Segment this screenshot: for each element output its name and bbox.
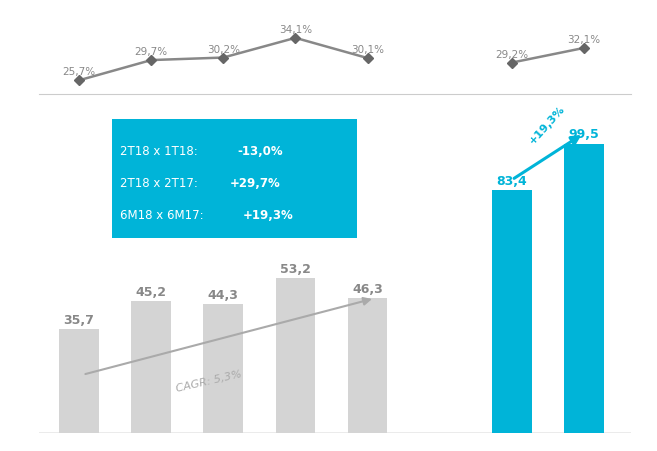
Bar xyxy=(204,304,243,433)
Text: 34,1%: 34,1% xyxy=(279,25,312,35)
Text: 83,4: 83,4 xyxy=(497,175,527,188)
Bar xyxy=(564,144,604,433)
Text: 44,3: 44,3 xyxy=(208,288,238,301)
Text: CAGR: 5,3%: CAGR: 5,3% xyxy=(175,368,243,393)
Bar xyxy=(275,279,315,433)
Text: 2T18 x 1T18:: 2T18 x 1T18: xyxy=(120,145,206,158)
Text: -13,0%: -13,0% xyxy=(237,145,283,158)
FancyBboxPatch shape xyxy=(112,120,357,239)
Text: +19,3%: +19,3% xyxy=(243,209,294,222)
Text: 45,2: 45,2 xyxy=(136,285,167,298)
Text: 25,7%: 25,7% xyxy=(62,67,96,77)
Text: 32,1%: 32,1% xyxy=(567,35,600,45)
Bar xyxy=(59,329,99,433)
Text: +29,7%: +29,7% xyxy=(230,177,281,190)
Text: +19,3%: +19,3% xyxy=(528,103,567,146)
Text: 99,5: 99,5 xyxy=(568,128,599,141)
Text: 29,2%: 29,2% xyxy=(495,50,528,60)
Text: 6M18 x 6M17:: 6M18 x 6M17: xyxy=(120,209,212,222)
Text: 35,7: 35,7 xyxy=(64,313,95,326)
Text: 53,2: 53,2 xyxy=(280,262,311,275)
Bar xyxy=(348,299,388,433)
Text: 2T18 x 2T17:: 2T18 x 2T17: xyxy=(120,177,202,190)
Text: 30,1%: 30,1% xyxy=(351,45,384,55)
Text: 46,3: 46,3 xyxy=(352,282,383,295)
Bar xyxy=(492,191,532,433)
Text: 29,7%: 29,7% xyxy=(135,47,168,57)
Text: 30,2%: 30,2% xyxy=(207,44,240,55)
Bar xyxy=(131,302,171,433)
